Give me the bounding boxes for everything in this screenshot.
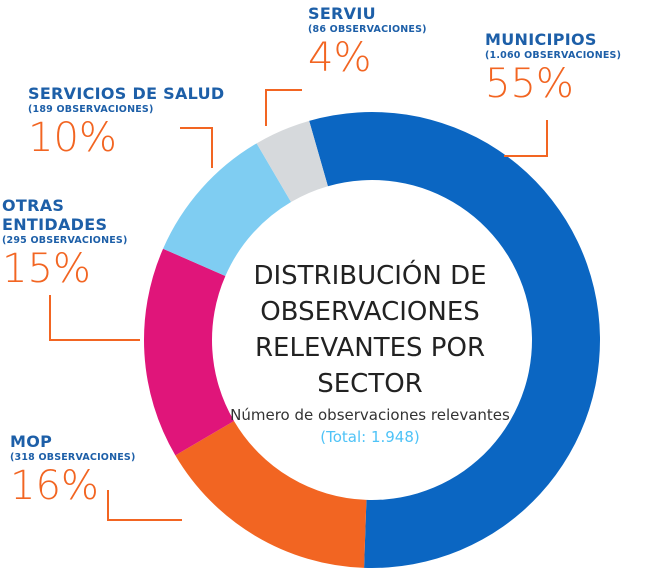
connector [107,490,182,521]
donut-slice [309,111,601,568]
category-name: MUNICIPIOS [485,30,597,49]
total-label: (Total: 1.948) [320,428,420,446]
chart-title: DISTRIBUCIÓN DE OBSERVACIONES RELEVANTES… [253,261,487,399]
percent-label: 16% [10,463,99,509]
donut-slice [175,420,367,568]
connectors [49,89,548,521]
connector [49,295,140,341]
slice-label: MOP (318 OBSERVACIONES) 16% [10,432,180,507]
observation-count: (86 OBSERVACIONES) [308,24,427,35]
observation-count: (318 OBSERVACIONES) [10,452,136,463]
slice-label: SERVICIOS DE SALUD (189 OBSERVACIONES) 10% [28,84,228,159]
slice-label: SERVIU (86 OBSERVACIONES) 4% [308,4,478,79]
donut-slice [163,143,292,276]
connector [265,89,302,126]
percent-label: 4% [308,35,372,81]
slice-label: OTRAS ENTIDADES (295 OBSERVACIONES) 15% [2,196,172,290]
observation-count: (189 OBSERVACIONES) [28,104,154,115]
category-name: OTRAS ENTIDADES [2,196,108,234]
subtitle: Número de observaciones relevantes [230,406,510,424]
category-name: SERVIU [308,4,376,23]
slice-label: MUNICIPIOS (1.060 OBSERVACIONES) 55% [485,30,650,105]
percent-label: 10% [28,115,117,161]
connector [180,127,213,168]
donut-slice [256,120,328,202]
observation-count: (295 OBSERVACIONES) [2,235,128,246]
category-name: MOP [10,432,53,451]
percent-label: 15% [2,246,91,292]
donut-slice [143,248,234,456]
center-text: DISTRIBUCIÓN DE OBSERVACIONES RELEVANTES… [225,258,515,448]
observation-count: (1.060 OBSERVACIONES) [485,50,622,61]
connector [504,120,548,157]
category-name: SERVICIOS DE SALUD [28,84,225,103]
percent-label: 55% [485,61,574,107]
subtitle-block: Número de observaciones relevantes (Tota… [225,404,515,448]
